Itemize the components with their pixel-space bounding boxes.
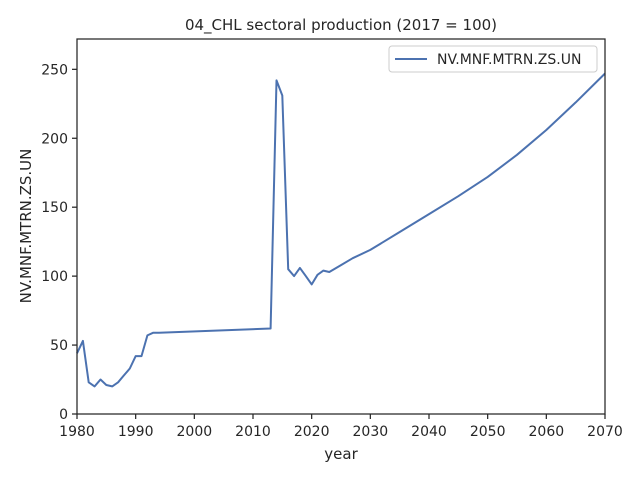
x-tick-label: 2040 [411, 424, 447, 440]
x-tick-label: 2070 [587, 424, 623, 440]
x-tick-label: 2050 [470, 424, 506, 440]
x-axis: 1980 1990 2000 2010 2020 2030 2040 2050 2060 2070 [59, 414, 623, 440]
y-tick-label: 150 [41, 200, 68, 216]
series-line [76, 72, 606, 388]
x-tick-label: 2000 [177, 424, 213, 440]
y-tick-label: 50 [50, 338, 68, 354]
y-tick-label: 250 [41, 62, 68, 78]
x-tick-label: 2010 [235, 424, 271, 440]
x-tick-label: 1990 [118, 424, 154, 440]
x-axis-title: year [324, 445, 358, 463]
x-tick-label: 1980 [59, 424, 95, 440]
legend: NV.MNF.MTRN.ZS.UN [388, 45, 598, 73]
y-tick-label: 0 [59, 407, 68, 423]
y-axis: 0 50 100 150 200 250 [41, 62, 77, 423]
legend-label: NV.MNF.MTRN.ZS.UN [437, 52, 581, 68]
plot-area [76, 72, 606, 388]
x-tick-label: 2060 [529, 424, 565, 440]
legend-box [388, 45, 598, 73]
y-tick-label: 100 [41, 269, 68, 285]
y-tick-label: 200 [41, 131, 68, 147]
y-axis-title: NV.MNF.MTRN.ZS.UN [17, 149, 35, 304]
plot-frame [76, 38, 606, 415]
chart-title: 04_CHL sectoral production (2017 = 100) [185, 16, 497, 35]
x-tick-label: 2020 [294, 424, 330, 440]
x-tick-label: 2030 [353, 424, 389, 440]
